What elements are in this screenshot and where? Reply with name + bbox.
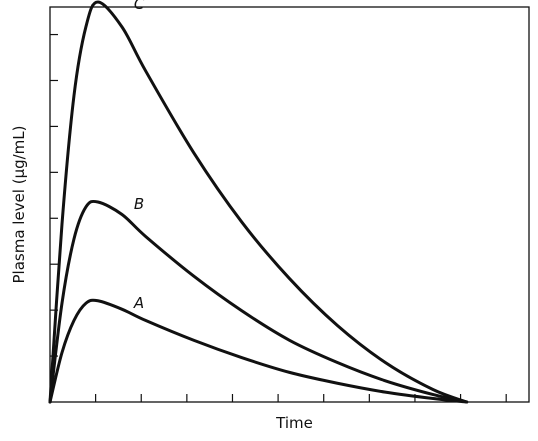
series-label-b: B <box>134 195 144 213</box>
x-axis-label: Time <box>275 414 313 432</box>
series-label-a: A <box>133 294 144 312</box>
series-line-a <box>48 298 469 404</box>
series-line-c <box>48 0 469 404</box>
series-labels: A B C <box>133 0 145 312</box>
plot-frame <box>49 6 530 403</box>
y-axis-label: Plasma level (µg/mL) <box>10 125 28 283</box>
series-line-b <box>48 199 469 404</box>
x-axis-ticks <box>95 394 507 402</box>
series-label-c: C <box>134 0 145 13</box>
series-lines <box>48 0 469 404</box>
y-axis-ticks <box>50 33 58 357</box>
